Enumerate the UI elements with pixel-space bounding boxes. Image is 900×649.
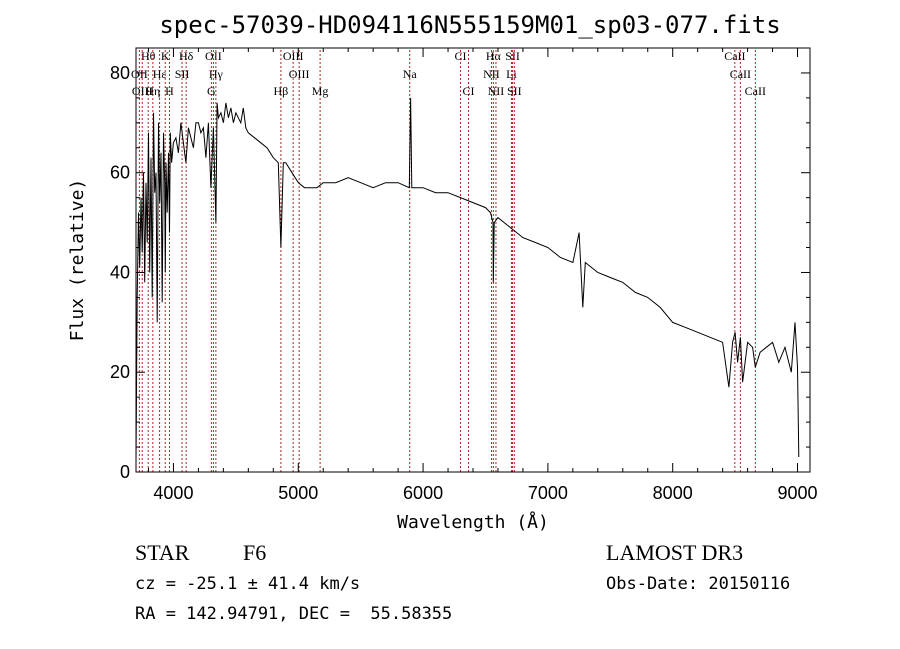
object-subclass: F6 [243,540,267,565]
spectral-line-label-24: CI [463,84,475,98]
spectral-line-label-9: OII [131,67,148,81]
spectral-line-label-25: NII [488,84,505,98]
x-tick-label-4: 8000 [653,483,693,503]
spectral-line-label-12: Hγ [209,67,224,81]
x-tick-label-2: 6000 [403,483,443,503]
spectral-line-label-27: CaII [745,84,766,98]
spectral-line-label-19: Hη [145,84,160,98]
y-tick-label-3: 60 [110,163,130,183]
spectral-line-label-14: Na [403,67,418,81]
axis-ticks: 4000 5000 6000 7000 8000 9000 0 20 40 60 80 [110,47,818,503]
spectral-line-label-2: Hδ [179,49,194,63]
chart-title: spec-57039-HD094116N555159M01_sp03-077.f… [159,11,780,39]
x-tick-label-3: 7000 [528,483,568,503]
spectral-line-label-7: SII [505,49,520,63]
spectral-line-label-8: CaII [724,49,745,63]
spectrum-series-line [135,97,800,463]
y-tick-label-0: 0 [120,462,130,482]
x-axis-label: Wavelength (Å) [397,511,549,533]
survey-name: LAMOST DR3 [606,540,744,565]
spectral-line-label-17: CaII [730,67,751,81]
redshift-value: cz = -25.1 ± 41.4 km/s [135,574,361,594]
spectral-line-label-3: OII [205,49,222,63]
spectral-line-label-16: Li [506,67,517,81]
y-tick-label-2: 40 [110,262,130,282]
spectral-line-label-1: K [161,49,170,63]
spectral-line-label-0: Hθ [141,49,156,63]
x-tick-label-5: 9000 [777,483,817,503]
spectral-line-label-5: CI [455,49,467,63]
spectral-line-label-21: G [207,84,216,98]
y-tick-label-1: 20 [110,362,130,382]
object-class: STAR [135,540,190,565]
spectral-line-label-18: OIII [132,84,153,98]
x-tick-label-1: 5000 [278,483,318,503]
spectral-line-label-10: Hε [153,67,167,81]
spectral-line-label-23: Mg [312,84,329,98]
spectral-line-label-6: Hα [486,49,502,63]
spectral-line-label-26: SII [507,84,522,98]
x-tick-label-0: 4000 [153,483,193,503]
coordinates: RA = 142.94791, DEC = 55.58355 [135,604,453,624]
spectral-line-label-22: Hβ [274,84,289,98]
spectral-line-label-15: NII [483,67,500,81]
y-tick-label-4: 80 [110,63,130,83]
spectral-line-label-4: OIII [283,49,304,63]
obs-date: Obs-Date: 20150116 [606,574,791,594]
spectral-line-label-11: SII [175,67,190,81]
spectral-line-label-13: OIII [289,67,310,81]
plot-frame [135,47,811,473]
spectral-line-label-20: H [165,84,174,98]
y-axis-label: Flux (relative) [67,179,88,342]
